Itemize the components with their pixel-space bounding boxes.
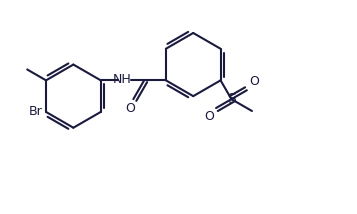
Text: NH: NH: [113, 73, 132, 86]
Text: Br: Br: [28, 106, 42, 118]
Text: O: O: [204, 110, 214, 123]
Text: O: O: [125, 102, 135, 115]
Text: O: O: [249, 75, 259, 88]
Text: S: S: [227, 92, 236, 106]
